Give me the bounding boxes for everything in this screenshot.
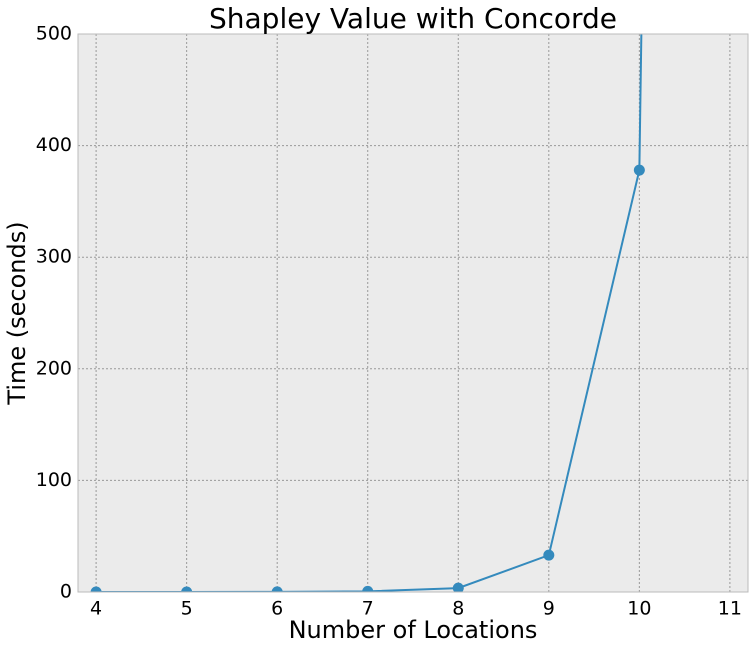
x-tick-label: 8 — [452, 598, 464, 620]
marker — [362, 585, 374, 592]
x-tick-label: 11 — [718, 598, 742, 620]
plot-area — [78, 34, 748, 592]
marker — [543, 549, 555, 561]
x-tick-label: 5 — [181, 598, 193, 620]
y-tick-label: 0 — [60, 581, 72, 603]
chart-title: Shapley Value with Concorde — [209, 2, 617, 35]
plot-frame — [77, 33, 749, 593]
x-axis-label: Number of Locations — [289, 616, 538, 644]
y-tick-label: 200 — [36, 357, 72, 379]
x-tick-label: 10 — [627, 598, 651, 620]
y-tick-label: 300 — [36, 246, 72, 268]
x-tick-label: 6 — [271, 598, 283, 620]
marker — [90, 586, 102, 592]
x-tick-label: 4 — [90, 598, 102, 620]
marker — [271, 586, 283, 592]
y-tick-label: 400 — [36, 134, 72, 156]
marker — [633, 164, 645, 176]
marker — [181, 586, 193, 592]
x-tick-label: 9 — [543, 598, 555, 620]
x-tick-label: 7 — [362, 598, 374, 620]
marker — [452, 582, 464, 592]
y-axis-label: Time (seconds) — [3, 221, 31, 405]
y-tick-label: 500 — [36, 23, 72, 45]
y-tick-label: 100 — [36, 469, 72, 491]
